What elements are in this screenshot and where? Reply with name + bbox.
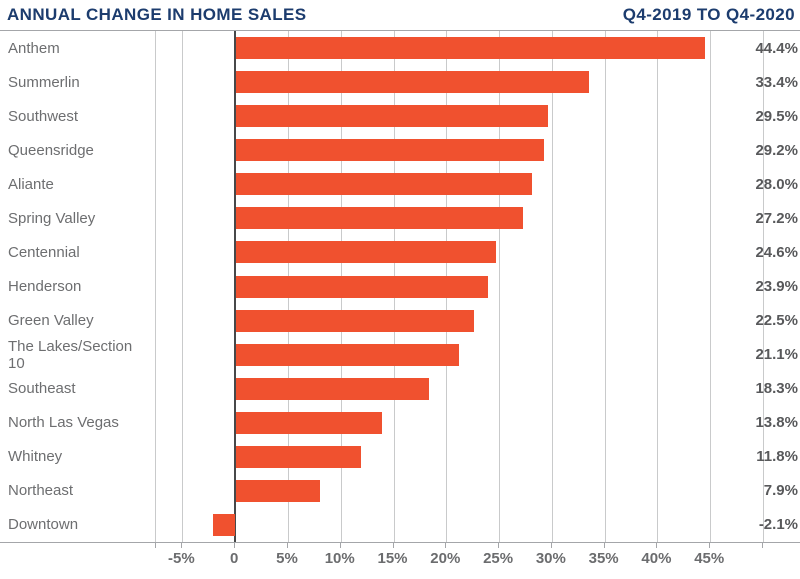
- gridline: [551, 31, 553, 542]
- category-label: The Lakes/Section 10: [8, 337, 133, 372]
- gridline: [710, 31, 712, 542]
- x-axis-tick-label: 20%: [430, 550, 461, 567]
- bar-downtown: [213, 513, 236, 536]
- category-label: Northeast: [8, 482, 74, 500]
- category-label: Summerlin: [8, 73, 80, 91]
- bar-spring-valley: [236, 207, 524, 230]
- value-label: 24.6%: [755, 243, 798, 261]
- x-axis-tick: [155, 542, 156, 548]
- x-axis-line: [0, 542, 800, 543]
- bar-north-las-vegas: [236, 411, 382, 434]
- gridline: [182, 31, 184, 542]
- plot-area: [155, 31, 764, 542]
- chart-subtitle: Q4-2019 TO Q4-2020: [622, 5, 795, 24]
- bar-summerlin: [236, 71, 589, 94]
- bar-northeast: [236, 479, 320, 502]
- value-label: 13.8%: [755, 414, 798, 432]
- x-axis-tick-label: 25%: [483, 550, 514, 567]
- bar-queensridge: [236, 139, 545, 162]
- value-label: 11.8%: [756, 448, 798, 466]
- category-label: Downtown: [8, 516, 79, 534]
- category-label: Henderson: [8, 277, 82, 295]
- category-label: Queensridge: [8, 141, 94, 159]
- x-axis-tick-label: 15%: [377, 550, 408, 567]
- x-axis-tick: [762, 542, 763, 548]
- x-axis-tick: [550, 542, 552, 548]
- x-axis-tick: [498, 542, 500, 548]
- x-axis-tick: [339, 542, 341, 548]
- value-label: 21.1%: [755, 346, 798, 364]
- x-axis-tick-label: -5%: [168, 550, 195, 567]
- category-label: Anthem: [8, 39, 60, 57]
- category-label: Aliante: [8, 175, 54, 193]
- value-label: 18.3%: [755, 380, 798, 398]
- gridline: [657, 31, 659, 542]
- x-axis-tick: [445, 542, 447, 548]
- gridline: [499, 31, 501, 542]
- bar-southeast: [236, 377, 430, 400]
- x-axis-tick-label: 30%: [535, 550, 566, 567]
- bar-whitney: [236, 445, 361, 468]
- bar-henderson: [236, 275, 489, 298]
- value-label: -2.1%: [758, 516, 798, 534]
- x-axis-tick: [286, 542, 288, 548]
- x-axis-tick: [392, 542, 394, 548]
- chart-title: ANNUAL CHANGE IN HOME SALES: [7, 5, 307, 24]
- x-axis-tick-label: 35%: [588, 550, 619, 567]
- value-label: 22.5%: [755, 312, 798, 330]
- category-label: Centennial: [8, 243, 80, 261]
- value-label: 7.9%: [763, 482, 798, 500]
- header-divider-line: [0, 30, 800, 31]
- value-label: 28.0%: [755, 175, 798, 193]
- x-axis-tick-label: 45%: [694, 550, 725, 567]
- category-label: Green Valley: [8, 312, 94, 330]
- value-label: 33.4%: [755, 73, 798, 91]
- category-label: Spring Valley: [8, 209, 96, 227]
- zero-axis-line: [234, 31, 237, 542]
- x-axis-tick-label: 0: [230, 550, 239, 567]
- category-label: North Las Vegas: [8, 414, 119, 432]
- value-label: 44.4%: [755, 39, 798, 57]
- x-axis-tick: [181, 542, 183, 548]
- bar-centennial: [236, 241, 496, 264]
- value-label: 29.5%: [755, 107, 798, 125]
- gridline: [604, 31, 606, 542]
- category-label: Southwest: [8, 107, 79, 125]
- category-label: Whitney: [8, 448, 63, 466]
- x-axis-tick: [656, 542, 658, 548]
- value-label: 23.9%: [755, 277, 798, 295]
- x-axis-tick-label: 5%: [276, 550, 298, 567]
- value-label: 29.2%: [755, 141, 798, 159]
- bar-anthem: [236, 37, 705, 60]
- x-axis-tick-label: 40%: [641, 550, 672, 567]
- category-label: Southeast: [8, 380, 76, 398]
- x-axis-tick: [234, 542, 236, 548]
- bar-the-lakes-section-10: [236, 343, 459, 366]
- x-axis-tick-label: 10%: [324, 550, 355, 567]
- x-axis-tick: [709, 542, 711, 548]
- bar-southwest: [236, 105, 548, 128]
- bar-green-valley: [236, 309, 474, 332]
- x-axis-tick: [603, 542, 605, 548]
- bar-aliante: [236, 173, 532, 196]
- value-label: 27.2%: [755, 209, 798, 227]
